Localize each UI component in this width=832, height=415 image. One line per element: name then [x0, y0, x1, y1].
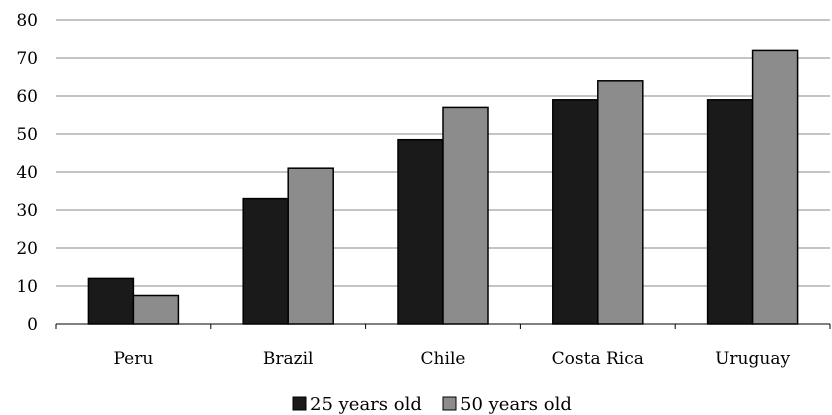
bar-peru-series-2: [132, 294, 180, 325]
category-label: Brazil: [263, 349, 314, 369]
category-label: Chile: [421, 349, 466, 369]
bar-chile-series-2: [442, 106, 489, 325]
legend-label: 25 years old: [310, 394, 422, 415]
bars: [87, 49, 799, 325]
bar-brazil-series-2: [287, 167, 334, 325]
bar-costa-rica-series-2: [597, 80, 644, 325]
y-tick-label: 50: [16, 125, 38, 145]
y-axis-ticks: 0 10 20 30 40 50 60 70 80: [16, 11, 38, 335]
legend-swatch: [292, 396, 307, 411]
y-tick-label: 60: [16, 87, 38, 107]
bar-uruguay-series-2: [751, 49, 799, 325]
y-tick-label: 70: [16, 49, 38, 69]
x-axis: [55, 323, 831, 329]
y-tick-label: 20: [16, 239, 38, 259]
bar-chile-series-1: [397, 138, 444, 325]
y-tick-label: 10: [16, 277, 38, 297]
category-label: Costa Rica: [552, 349, 644, 369]
y-tick-label: 30: [16, 201, 38, 221]
y-tick-label: 80: [16, 11, 38, 31]
x-axis-labels: Peru Brazil Chile Costa Rica Uruguay: [113, 349, 790, 369]
category-label: Uruguay: [715, 349, 790, 369]
legend-swatch: [442, 396, 457, 411]
bar-uruguay-series-1: [706, 99, 754, 325]
category-label: Peru: [113, 349, 153, 369]
bar-brazil-series-1: [242, 197, 289, 325]
y-tick-label: 40: [16, 163, 38, 183]
legend: 25 years old 50 years old: [292, 394, 572, 415]
bar-peru-series-1: [87, 277, 135, 325]
legend-label: 50 years old: [460, 394, 572, 415]
y-tick-label: 0: [27, 315, 38, 335]
bar-costa-rica-series-1: [552, 99, 599, 325]
